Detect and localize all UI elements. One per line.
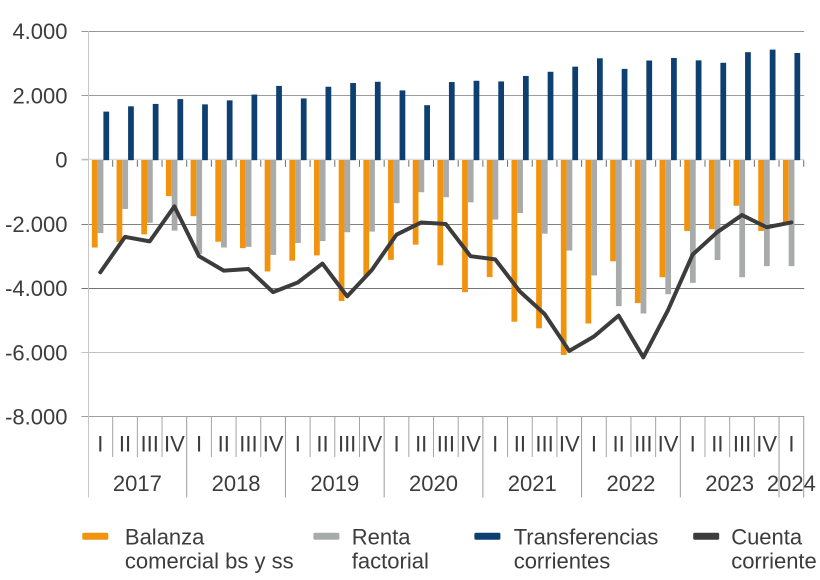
svg-text:Transferencias: Transferencias	[514, 524, 659, 549]
svg-text:0: 0	[55, 148, 67, 173]
svg-text:Cuenta: Cuenta	[731, 524, 803, 549]
svg-text:factorial: factorial	[352, 548, 429, 573]
svg-text:Renta: Renta	[352, 524, 411, 549]
svg-text:2017: 2017	[113, 471, 162, 496]
svg-text:IV: IV	[559, 432, 580, 457]
svg-text:4.000: 4.000	[12, 19, 67, 44]
svg-text:IV: IV	[361, 432, 382, 457]
svg-text:2018: 2018	[212, 471, 261, 496]
svg-text:2020: 2020	[409, 471, 458, 496]
svg-text:III: III	[535, 432, 553, 457]
svg-text:II: II	[415, 432, 427, 457]
svg-text:2019: 2019	[310, 471, 359, 496]
svg-text:I: I	[393, 432, 399, 457]
svg-text:I: I	[492, 432, 498, 457]
svg-text:II: II	[119, 432, 131, 457]
svg-text:-8.000: -8.000	[5, 405, 67, 430]
svg-text:Balanza: Balanza	[125, 524, 205, 549]
svg-text:I: I	[591, 432, 597, 457]
svg-text:corrientes: corrientes	[514, 548, 611, 573]
svg-text:comercial bs y ss: comercial bs y ss	[125, 548, 294, 573]
svg-text:III: III	[239, 432, 257, 457]
svg-text:III: III	[733, 432, 751, 457]
svg-text:-2.000: -2.000	[5, 212, 67, 237]
svg-text:-6.000: -6.000	[5, 340, 67, 365]
svg-text:II: II	[613, 432, 625, 457]
svg-text:I: I	[788, 432, 794, 457]
svg-text:III: III	[437, 432, 455, 457]
svg-text:III: III	[141, 432, 159, 457]
svg-text:I: I	[196, 432, 202, 457]
svg-text:IV: IV	[164, 432, 185, 457]
svg-text:2023: 2023	[705, 471, 754, 496]
svg-text:-4.000: -4.000	[5, 276, 67, 301]
svg-text:IV: IV	[756, 432, 777, 457]
svg-text:II: II	[218, 432, 230, 457]
svg-text:2021: 2021	[508, 471, 557, 496]
svg-text:IV: IV	[263, 432, 284, 457]
svg-text:I: I	[97, 432, 103, 457]
svg-text:2024: 2024	[767, 471, 816, 496]
svg-text:I: I	[690, 432, 696, 457]
svg-text:I: I	[295, 432, 301, 457]
svg-text:corriente: corriente	[731, 548, 817, 573]
svg-text:2.000: 2.000	[12, 83, 67, 108]
svg-text:II: II	[316, 432, 328, 457]
svg-text:II: II	[711, 432, 723, 457]
svg-text:III: III	[338, 432, 356, 457]
svg-text:II: II	[514, 432, 526, 457]
svg-text:IV: IV	[658, 432, 679, 457]
svg-text:2022: 2022	[606, 471, 655, 496]
svg-text:IV: IV	[460, 432, 481, 457]
svg-text:III: III	[634, 432, 652, 457]
